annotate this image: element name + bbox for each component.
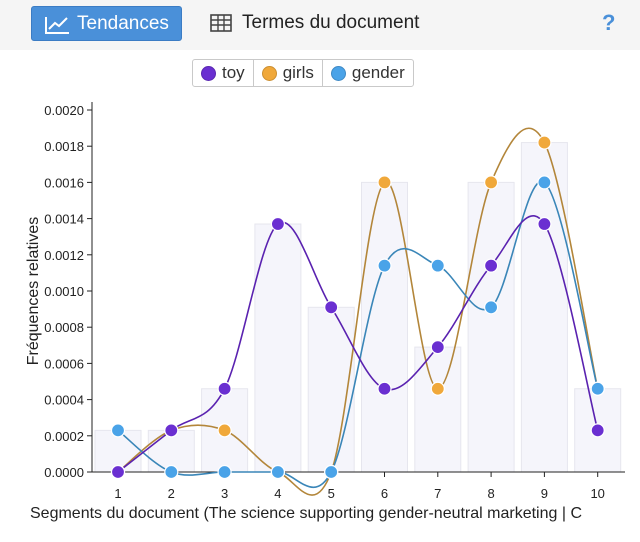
data-point-gender bbox=[484, 300, 499, 315]
x-tick-label: 6 bbox=[381, 486, 388, 501]
y-tick-label: 0.0012 bbox=[44, 248, 84, 263]
x-tick-label: 9 bbox=[541, 486, 548, 501]
data-point-gender bbox=[324, 464, 339, 480]
data-point-girls bbox=[484, 175, 499, 190]
y-tick-label: 0.0018 bbox=[44, 139, 84, 154]
series-line-toy bbox=[117, 215, 599, 473]
legend-swatch-toy bbox=[201, 65, 216, 81]
data-point-toy bbox=[590, 423, 605, 438]
data-point-toy bbox=[110, 464, 126, 480]
data-point-toy bbox=[324, 300, 339, 315]
tab-tendances-label: Tendances bbox=[77, 13, 169, 34]
chart-legend: toy girls gender bbox=[192, 59, 414, 87]
tab-tendances[interactable]: Tendances bbox=[31, 6, 182, 41]
x-tick-label: 2 bbox=[168, 486, 175, 501]
x-tick-label: 4 bbox=[274, 486, 281, 501]
data-point-gender bbox=[590, 381, 605, 396]
y-axis-title: Fréquences relatives bbox=[25, 217, 42, 366]
bar-segment-8 bbox=[467, 181, 515, 473]
y-tick-label: 0.0010 bbox=[44, 284, 84, 299]
data-point-toy bbox=[484, 258, 499, 273]
toolbar: Tendances Termes du document ? bbox=[0, 0, 640, 50]
data-point-gender bbox=[377, 258, 392, 273]
x-tick-label: 7 bbox=[434, 486, 441, 501]
data-point-toy bbox=[164, 423, 179, 438]
legend-item-toy[interactable]: toy bbox=[193, 60, 254, 86]
y-tick-label: 0.0020 bbox=[44, 103, 84, 118]
data-point-gender bbox=[270, 464, 285, 480]
data-point-gender bbox=[164, 464, 179, 480]
bar-segment-3 bbox=[201, 388, 249, 473]
bar-segment-4 bbox=[254, 223, 302, 473]
y-tick-label: 0.0004 bbox=[44, 393, 84, 408]
data-point-girls bbox=[217, 423, 232, 438]
data-point-gender bbox=[537, 175, 552, 190]
bar-segment-9 bbox=[520, 142, 568, 473]
data-point-toy bbox=[217, 381, 232, 396]
y-tick-label: 0.0008 bbox=[44, 320, 84, 335]
data-point-gender bbox=[430, 258, 445, 273]
y-tick-label: 0.0006 bbox=[44, 356, 84, 371]
y-tick-label: 0.0014 bbox=[44, 212, 84, 227]
data-point-toy bbox=[537, 216, 552, 232]
legend-swatch-girls bbox=[261, 65, 277, 81]
legend-label-toy: toy bbox=[222, 63, 245, 82]
data-point-gender bbox=[217, 464, 232, 480]
table-grid-icon bbox=[210, 14, 232, 32]
bar-segment-6 bbox=[361, 181, 408, 473]
legend-item-gender[interactable]: gender bbox=[323, 60, 413, 86]
data-point-toy bbox=[430, 340, 445, 355]
tab-termes-label: Termes du document bbox=[242, 12, 420, 33]
help-button[interactable]: ? bbox=[602, 10, 616, 35]
data-point-girls bbox=[430, 381, 445, 396]
line-chart-icon bbox=[45, 17, 69, 34]
y-tick-label: 0.0002 bbox=[44, 429, 84, 444]
x-tick-label: 3 bbox=[221, 486, 228, 501]
y-tick-label: 0.0016 bbox=[44, 175, 84, 190]
y-tick-label: 0.0000 bbox=[44, 465, 84, 480]
x-tick-label: 8 bbox=[487, 486, 494, 501]
x-tick-label: 5 bbox=[328, 486, 335, 501]
data-point-girls bbox=[377, 175, 392, 190]
data-point-girls bbox=[537, 135, 552, 150]
data-point-gender bbox=[110, 423, 126, 438]
x-tick-label: 1 bbox=[114, 486, 121, 501]
legend-label-gender: gender bbox=[351, 63, 405, 82]
x-axis-title: Segments du document (The science suppor… bbox=[30, 505, 583, 522]
data-point-toy bbox=[377, 381, 392, 396]
x-tick-label: 10 bbox=[590, 486, 604, 501]
data-point-toy bbox=[270, 216, 285, 232]
legend-swatch-gender bbox=[330, 65, 346, 81]
legend-item-girls[interactable]: girls bbox=[254, 60, 323, 86]
legend-label-girls: girls bbox=[282, 63, 314, 82]
